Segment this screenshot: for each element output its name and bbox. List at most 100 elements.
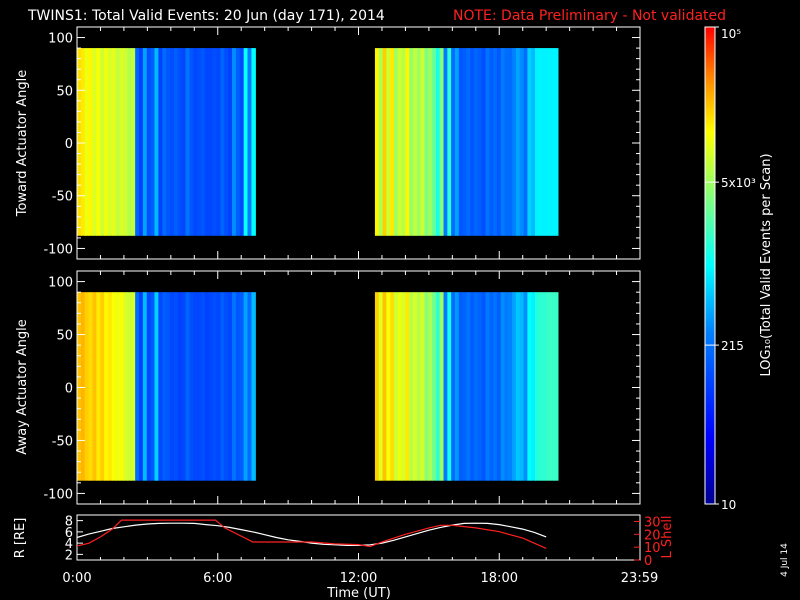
colorbar-tick-label: 5x10³	[721, 176, 756, 190]
colorbar: 10 215 5x10³ 10⁵ LOG₁₀(Total Valid Events p…	[704, 26, 774, 512]
away-heatmap-column	[80, 292, 86, 481]
away-heatmap-column	[88, 292, 94, 481]
toward-heatmap-column	[390, 48, 395, 236]
toward-heatmap-column	[232, 48, 237, 236]
away-heatmap	[77, 292, 559, 481]
away-heatmap-column	[554, 292, 559, 481]
away-heatmap-column	[228, 292, 233, 481]
away-heatmap-column	[439, 292, 445, 481]
away-heatmap-column	[243, 292, 249, 481]
toward-heatmap-column	[228, 48, 233, 236]
away-y-axis: 100 50 0 -50 -100	[43, 276, 640, 502]
toward-heatmap-column	[127, 48, 132, 236]
toward-heatmap-column	[378, 48, 384, 236]
away-heatmap-column	[374, 292, 380, 481]
away-heatmap-column	[523, 292, 528, 481]
toward-heatmap-column	[504, 48, 509, 236]
toward-heatmap-column	[123, 48, 128, 236]
toward-heatmap-column	[201, 48, 206, 236]
toward-heatmap-column	[470, 48, 475, 236]
r-tick-label: 2	[65, 548, 73, 563]
toward-heatmap-column	[162, 48, 167, 236]
away-heatmap-column	[428, 292, 433, 481]
away-heatmap-column	[531, 292, 536, 481]
toward-heatmap-column	[432, 48, 437, 236]
toward-heatmap-column	[158, 48, 163, 236]
lshell-tick-label: 20	[644, 528, 661, 543]
toward-y-tick-label: -100	[43, 242, 73, 257]
toward-heatmap-column	[247, 48, 253, 236]
away-heatmap-column	[447, 292, 452, 481]
toward-heatmap-column	[119, 48, 125, 236]
away-heatmap-column	[508, 292, 513, 481]
away-heatmap-column	[119, 292, 125, 481]
toward-heatmap-column	[493, 48, 498, 236]
away-heatmap-column	[454, 292, 460, 481]
toward-heatmap-column	[466, 48, 471, 236]
away-y-axis-label: Away Actuator Angle	[15, 319, 30, 454]
toward-heatmap-column	[177, 48, 183, 236]
away-heatmap-column	[135, 292, 140, 481]
away-heatmap-column	[481, 292, 487, 481]
colorbar-tick-label: 10	[721, 498, 736, 512]
away-heatmap-column	[485, 292, 490, 481]
toward-heatmap-column	[451, 48, 456, 236]
away-heatmap-column	[504, 292, 509, 481]
toward-heatmap-column	[458, 48, 464, 236]
toward-heatmap-column	[235, 48, 241, 236]
away-heatmap-column	[123, 292, 128, 481]
toward-y-tick-label: 50	[56, 84, 73, 99]
toward-heatmap-column	[523, 48, 528, 236]
toward-heatmap-column	[80, 48, 86, 236]
away-heatmap-column	[500, 292, 506, 481]
away-heatmap-column	[212, 292, 218, 481]
toward-y-axis: 100 50 0 -50 -100	[43, 32, 640, 257]
lshell-line	[76, 519, 547, 549]
toward-heatmap-column	[531, 48, 536, 236]
toward-heatmap-column	[374, 48, 380, 236]
away-heatmap-column	[158, 292, 163, 481]
toward-heatmap-column	[428, 48, 433, 236]
away-heatmap-column	[413, 292, 418, 481]
toward-heatmap-column	[489, 48, 494, 236]
toward-heatmap-column	[382, 48, 387, 236]
toward-heatmap-column	[546, 48, 551, 236]
away-heatmap-column	[150, 292, 156, 481]
away-heatmap-column	[515, 292, 521, 481]
away-heatmap-column	[154, 292, 159, 481]
lshell-tick-label: 10	[644, 541, 661, 556]
toward-heatmap-column	[462, 48, 468, 236]
toward-heatmap-column	[439, 48, 445, 236]
x-tick-label: 23:59	[621, 571, 658, 586]
away-heatmap-column	[443, 292, 448, 481]
toward-heatmap-column	[139, 48, 144, 236]
away-panel: 100 50 0 -50 -100 Away Actuator Angle	[15, 270, 641, 505]
away-heatmap-column	[77, 292, 82, 481]
r-tick-label: 6	[65, 526, 73, 541]
away-heatmap-column	[146, 292, 152, 481]
away-heatmap-column	[201, 292, 206, 481]
toward-heatmap-column	[554, 48, 559, 236]
toward-y-tick-label: -50	[52, 190, 73, 205]
toward-heatmap-column	[189, 48, 194, 236]
away-heatmap-column	[104, 292, 109, 481]
away-heatmap-column	[405, 292, 410, 481]
toward-heatmap-column	[181, 48, 187, 236]
toward-heatmap-column	[550, 48, 555, 236]
toward-heatmap-column	[170, 48, 175, 236]
toward-heatmap-column	[538, 48, 544, 236]
toward-heatmap-column	[108, 48, 113, 236]
toward-x-ticks	[76, 27, 641, 259]
away-heatmap-column	[131, 292, 136, 481]
toward-heatmap-column	[104, 48, 109, 236]
away-heatmap-column	[542, 292, 548, 481]
away-heatmap-column	[170, 292, 175, 481]
away-heatmap-column	[466, 292, 471, 481]
away-heatmap-column	[96, 292, 101, 481]
away-heatmap-column	[162, 292, 167, 481]
colorbar-tick-label: 10⁵	[721, 27, 741, 41]
toward-heatmap-column	[208, 48, 214, 236]
toward-heatmap-column	[515, 48, 521, 236]
away-heatmap-column	[538, 292, 544, 481]
